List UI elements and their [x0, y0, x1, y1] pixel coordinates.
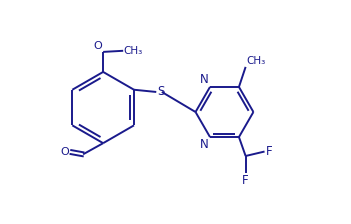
- Text: N: N: [200, 138, 209, 151]
- Text: O: O: [60, 147, 69, 157]
- Text: N: N: [200, 73, 209, 86]
- Text: O: O: [93, 41, 102, 51]
- Text: CH₃: CH₃: [124, 46, 143, 56]
- Text: S: S: [157, 86, 164, 99]
- Text: F: F: [265, 145, 272, 158]
- Text: F: F: [242, 174, 249, 187]
- Text: CH₃: CH₃: [246, 56, 266, 66]
